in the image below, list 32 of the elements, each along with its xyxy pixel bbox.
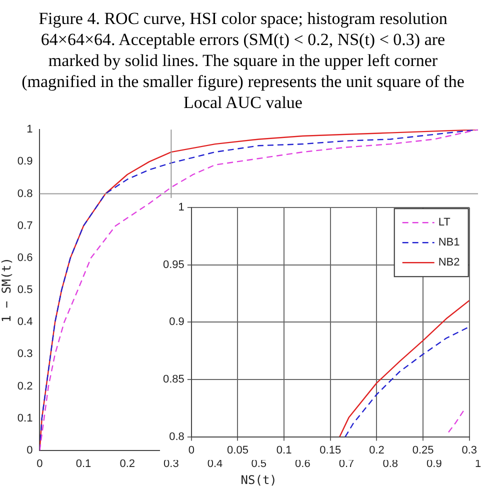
y-tick-label: 1: [26, 124, 33, 136]
y-tick-label: 0.9: [17, 156, 33, 168]
x-tick-label: 0.15: [320, 444, 342, 456]
chart-title: Figure 4. ROC curve, HSI color space; histogram resolution 64×64×64. Acceptable errors (SM(t) < 0.2, NS(t) < 0.3) are marked by solid lines. The square in the upper left corner (magnified in the smaller figure) represents the unit square of the Local AUC value: [20, 8, 466, 113]
x-tick-label: 0.2: [369, 444, 384, 456]
y-tick-label: 0.95: [162, 258, 184, 271]
x-axis-title: NS(t): [240, 472, 277, 487]
x-tick-label: 0.2: [120, 458, 135, 470]
y-tick-label: 0.1: [17, 412, 33, 424]
y-tick-label: 0.4: [17, 316, 33, 328]
y-tick-label: 1: [178, 202, 184, 214]
y-tick-label: 0.6: [17, 252, 33, 264]
y-tick-label: 0.3: [17, 348, 33, 360]
line-series: [344, 326, 470, 437]
y-axis-title: 1 − SM(t): [0, 257, 14, 323]
y-tick-label: 0.7: [17, 220, 33, 232]
y-tick-label: 0.85: [162, 374, 184, 386]
legend-label: NB2: [438, 256, 460, 269]
legend-label: NB1: [438, 236, 460, 249]
x-tick-label: 0: [188, 444, 194, 456]
x-tick-label: 0.25: [412, 444, 434, 456]
x-tick-label: 0: [36, 458, 43, 470]
x-tick-label: 0.05: [227, 444, 248, 456]
y-tick-label: 0.2: [17, 380, 33, 392]
x-tick-label: 0.1: [76, 458, 92, 470]
x-tick-label: 0.3: [462, 444, 478, 456]
y-tick-label: 0.5: [17, 284, 33, 296]
y-tick-label: 0.9: [169, 316, 184, 328]
y-tick-label: 0.8: [169, 430, 184, 443]
legend-label: LT: [438, 216, 451, 229]
x-tick-label: 0.1: [276, 444, 292, 456]
y-tick-label: 0.8: [17, 188, 33, 200]
